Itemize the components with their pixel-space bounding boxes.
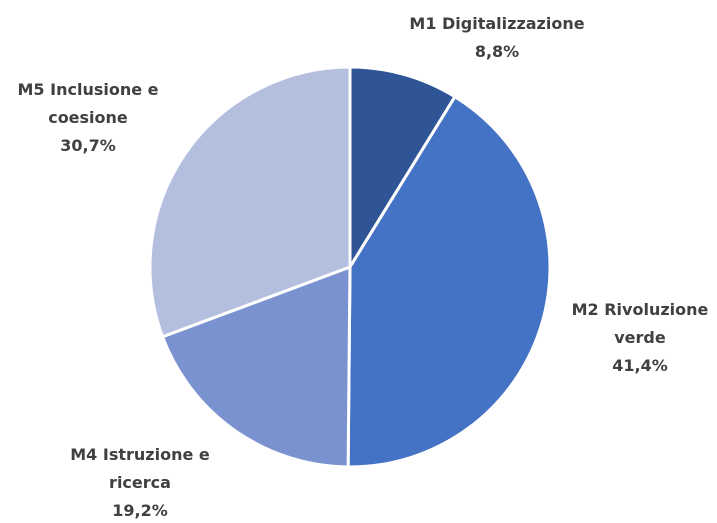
value-label: 41,4% (612, 356, 668, 375)
value-label: 8,8% (474, 42, 520, 61)
value-label: 19,2% (112, 501, 168, 520)
slice-label: M2 Rivoluzione verde 41,4% (550, 296, 717, 380)
slice-label: M5 Inclusione e coesione 30,7% (0, 76, 176, 160)
category-label: M4 Istruzione e ricerca (70, 445, 210, 492)
slice-label: M4 Istruzione e ricerca 19,2% (45, 441, 235, 523)
pie-slice (346, 94, 552, 469)
pie-slice (348, 65, 458, 273)
category-label: M5 Inclusione e coesione (17, 80, 159, 127)
slice-label: M1 Digitalizzazione 8,8% (382, 10, 612, 66)
value-label: 30,7% (60, 136, 116, 155)
category-label: M1 Digitalizzazione (409, 14, 585, 33)
pie-slice (160, 264, 352, 469)
pie-slice (148, 65, 352, 339)
category-label: M2 Rivoluzione verde (571, 300, 709, 347)
